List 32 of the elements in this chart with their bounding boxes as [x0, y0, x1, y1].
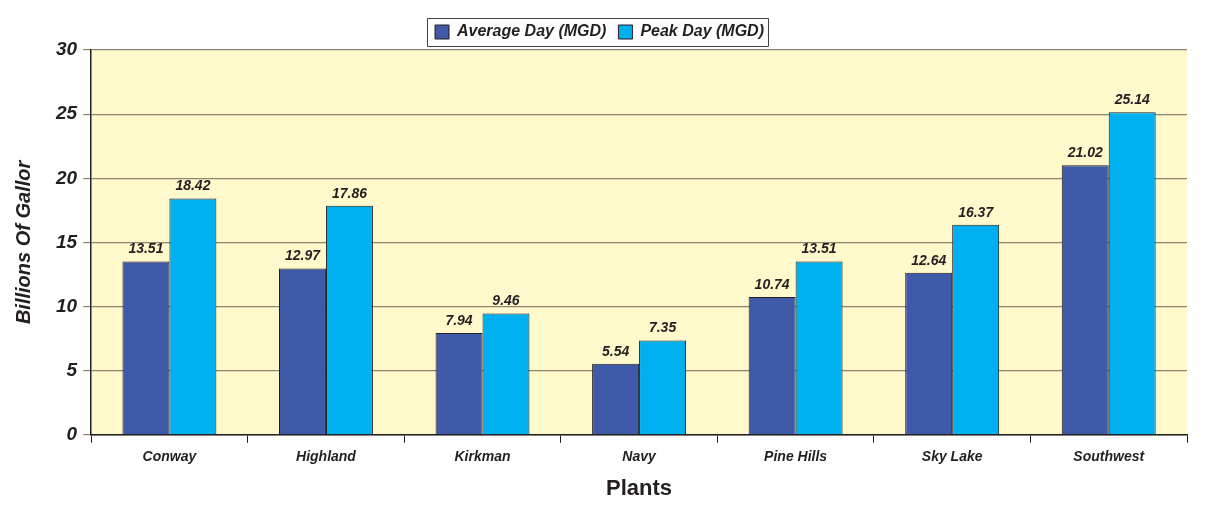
- data-label: 13.51: [128, 240, 164, 257]
- data-label: 13.51: [801, 240, 837, 257]
- y-tick-label: 5: [66, 358, 78, 380]
- x-tick-label: Kirkman: [454, 448, 511, 465]
- x-tick-label: Highland: [296, 448, 357, 465]
- x-tick-label: Pine Hills: [764, 448, 828, 465]
- data-label: 10.74: [754, 275, 790, 292]
- data-label: 5.54: [601, 342, 630, 359]
- data-label: 12.64: [911, 251, 947, 268]
- x-tick-label: Sky Lake: [921, 448, 983, 465]
- data-label: 21.02: [1066, 144, 1103, 161]
- y-axis-title: Billions Of Gallor: [11, 159, 34, 325]
- x-tick-label: Navy: [622, 448, 658, 465]
- y-tick-label: 25: [54, 102, 78, 124]
- x-tick-label: Southwest: [1073, 448, 1146, 465]
- y-tick-label: 10: [55, 294, 78, 316]
- legend-label: Average Day (MGD): [456, 22, 607, 40]
- y-tick-label: 20: [54, 166, 78, 188]
- data-label: 17.86: [331, 184, 368, 201]
- y-tick-label: 15: [55, 230, 78, 252]
- y-tick-label: 30: [55, 38, 78, 60]
- data-label: 18.42: [175, 177, 211, 194]
- data-label: 16.37: [958, 203, 995, 220]
- data-label: 7.35: [648, 319, 677, 336]
- x-tick-label: Conway: [142, 448, 198, 465]
- legend-label: Peak Day (MGD): [640, 22, 764, 40]
- data-label: 25.14: [1113, 91, 1150, 108]
- data-label: 12.97: [284, 247, 322, 264]
- x-axis-title: Plants: [606, 474, 673, 500]
- data-label: 9.46: [492, 292, 520, 309]
- data-label: 7.94: [445, 311, 473, 328]
- y-tick-label: 0: [66, 423, 78, 445]
